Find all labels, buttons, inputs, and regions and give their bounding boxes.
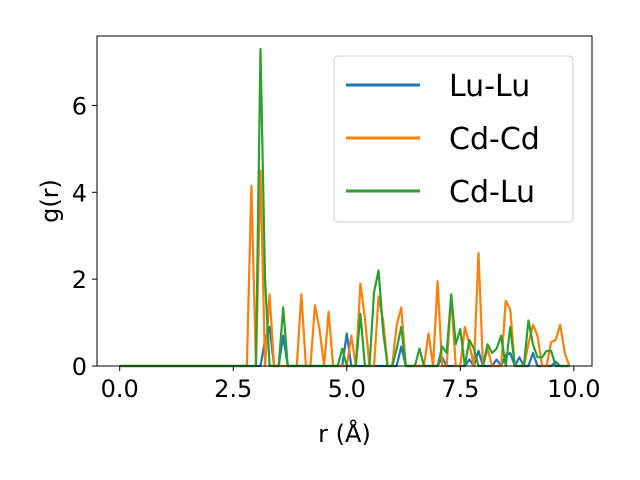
x-tick-label: 2.5 (214, 375, 252, 403)
y-tick-label: 0 (72, 353, 87, 381)
y-axis-ticks: 0 2 4 6 (72, 92, 97, 381)
x-tick-label: 5.0 (328, 375, 366, 403)
legend-label-cd-cd: Cd-Cd (449, 122, 540, 157)
y-tick-label: 4 (72, 179, 87, 207)
y-tick-label: 2 (72, 266, 87, 294)
x-axis-ticks: 0.0 2.5 5.0 7.5 10.0 (101, 366, 601, 403)
y-axis-label: g(r) (36, 179, 64, 223)
legend: Lu-Lu Cd-Cd Cd-Lu (333, 55, 574, 223)
legend-label-cd-lu: Cd-Lu (449, 175, 535, 210)
legend-label-lu-lu: Lu-Lu (449, 69, 530, 104)
x-tick-label: 0.0 (101, 375, 139, 403)
x-tick-label: 7.5 (441, 375, 479, 403)
plot-frame (96, 35, 593, 367)
y-tick-label: 6 (72, 92, 87, 120)
x-tick-label: 10.0 (547, 375, 600, 403)
legend-box (333, 55, 574, 223)
x-axis-label: r (Å) (318, 419, 371, 448)
